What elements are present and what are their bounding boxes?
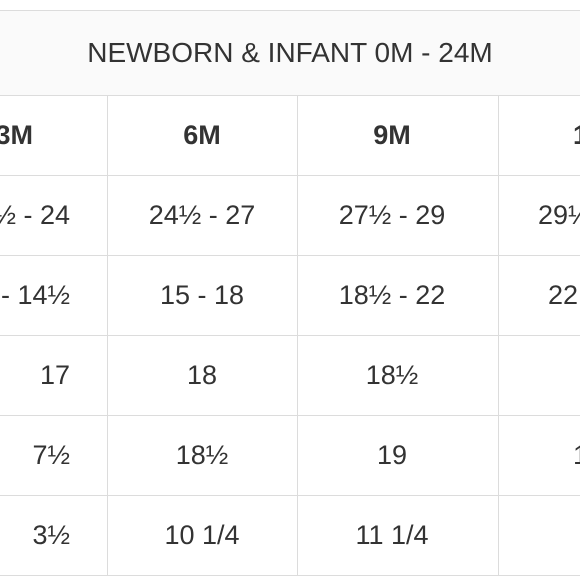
col-border	[107, 95, 108, 575]
col-border	[498, 95, 499, 575]
table-cell: 18½ - 22	[338, 280, 446, 310]
table-cell: 7½	[32, 440, 70, 470]
table-cell: 15 - 18	[159, 280, 245, 310]
table-cell: 10 1/4	[164, 520, 240, 550]
table-cell: ½ - 24	[0, 200, 70, 230]
column-header: 6M	[183, 120, 221, 150]
row-border	[0, 175, 580, 176]
table-cell: 18½	[175, 440, 229, 470]
table-cell: 11 1/4	[355, 520, 429, 550]
row-border	[0, 575, 580, 576]
row-border	[0, 10, 580, 11]
table-cell: 18½	[365, 360, 419, 390]
col-border	[297, 95, 298, 575]
column-header: 1	[573, 95, 580, 175]
column-header: 3M	[0, 120, 33, 150]
table-cell: 27½ - 29	[338, 200, 446, 230]
table-cell: 18	[186, 360, 218, 390]
table-title: NEWBORN & INFANT 0M - 24M	[0, 10, 580, 95]
row-border	[0, 335, 580, 336]
table-cell: - 14½	[0, 280, 70, 310]
table-cell: 24½ - 27	[148, 200, 256, 230]
table-cell: 29½	[538, 200, 580, 230]
table-cell: 1	[573, 415, 580, 495]
table-cell: 22	[548, 280, 579, 310]
table-cell: 19	[376, 440, 408, 470]
column-header: 9M	[373, 120, 411, 150]
row-border	[0, 255, 580, 256]
table-cell: 3½	[32, 520, 70, 550]
table-cell: 17	[39, 360, 70, 390]
row-border	[0, 415, 580, 416]
row-border	[0, 495, 580, 496]
row-border	[0, 95, 580, 96]
